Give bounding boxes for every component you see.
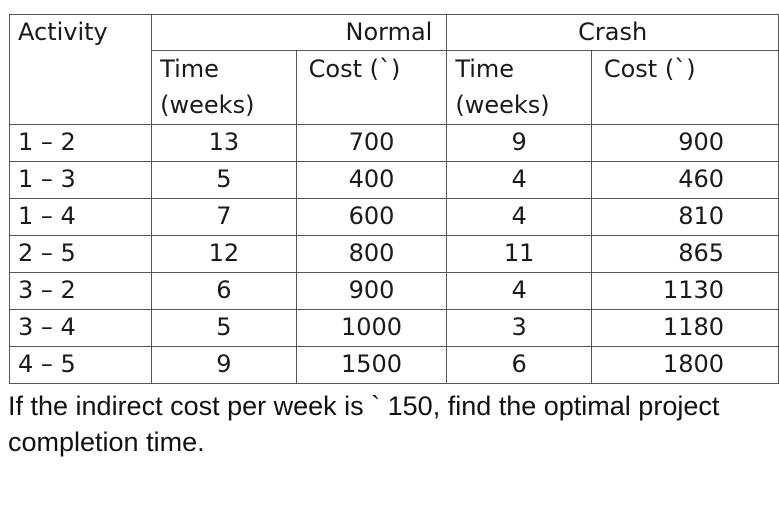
table-row: 3 – 2 6 900 4 1130 <box>8 272 779 310</box>
question-text: If the indirect cost per week is ` 150, … <box>8 391 720 457</box>
header-crash: Crash <box>446 14 779 51</box>
header-crash-cost-text: Cost (`) <box>603 55 696 83</box>
header-normal-time: Time (weeks) <box>151 50 297 125</box>
cell-activity: 2 – 5 <box>8 235 153 273</box>
cell-normal-time: 7 <box>151 198 297 236</box>
header-crash-time: Time (weeks) <box>446 50 592 125</box>
header-normal-time-line1: Time <box>160 55 219 83</box>
cell-crash-cost: 810 <box>590 198 779 236</box>
cell-normal-cost: 400 <box>295 161 448 199</box>
header-normal: Normal <box>151 14 448 51</box>
cell-crash-time: 4 <box>446 198 592 236</box>
cell-activity: 3 – 4 <box>8 309 153 347</box>
cell-crash-time: 11 <box>446 235 592 273</box>
activity-cost-table: Activity Normal Crash Time (weeks) Cost … <box>8 14 779 384</box>
cell-crash-cost: 1180 <box>590 309 779 347</box>
cell-activity: 1 – 2 <box>8 124 153 162</box>
table-row: 3 – 4 5 1000 3 1180 <box>8 309 779 347</box>
header-crash-cost: Cost (`) <box>590 50 779 125</box>
cell-normal-time: 5 <box>151 309 297 347</box>
cell-crash-time: 3 <box>446 309 592 347</box>
table-row: 1 – 3 5 400 4 460 <box>8 161 779 199</box>
table-row: 4 – 5 9 1500 6 1800 <box>8 346 779 384</box>
table-row: 1 – 4 7 600 4 810 <box>8 198 779 236</box>
cell-crash-cost: 1130 <box>590 272 779 310</box>
cell-normal-time: 13 <box>151 124 297 162</box>
cell-normal-cost: 900 <box>295 272 448 310</box>
header-crash-time-line1: Time <box>455 55 515 83</box>
cell-activity: 3 – 2 <box>8 272 153 310</box>
cell-normal-time: 6 <box>151 272 297 310</box>
cell-normal-cost: 800 <box>295 235 448 273</box>
cell-crash-time: 4 <box>446 272 592 310</box>
cell-activity: 4 – 5 <box>8 346 153 384</box>
table-header-row: Activity Normal Crash <box>8 14 779 125</box>
cell-normal-cost: 600 <box>295 198 448 236</box>
cell-activity: 1 – 3 <box>8 161 153 199</box>
table-row: 1 – 2 13 700 9 900 <box>8 124 779 162</box>
header-normal-cost: Cost (`) <box>295 50 448 125</box>
cell-crash-time: 4 <box>446 161 592 199</box>
table-subheader-row: Time (weeks) Cost (`) Time (weeks) Cost … <box>10 50 779 125</box>
cell-crash-time: 6 <box>446 346 592 384</box>
header-normal-time-line2: (weeks) <box>160 91 255 119</box>
cell-normal-time: 5 <box>151 161 297 199</box>
cell-normal-cost: 1000 <box>295 309 448 347</box>
cell-normal-time: 9 <box>151 346 297 384</box>
cell-activity: 1 – 4 <box>8 198 153 236</box>
cell-normal-time: 12 <box>151 235 297 273</box>
cell-crash-cost: 865 <box>590 235 779 273</box>
cell-normal-cost: 700 <box>295 124 448 162</box>
cell-normal-cost: 1500 <box>295 346 448 384</box>
table-row: 2 – 5 12 800 11 865 <box>8 235 779 273</box>
cell-crash-cost: 1800 <box>590 346 779 384</box>
cell-crash-cost: 460 <box>590 161 779 199</box>
cell-crash-cost: 900 <box>590 124 779 162</box>
header-activity: Activity <box>8 14 153 125</box>
header-crash-time-line2: (weeks) <box>455 91 550 119</box>
cell-crash-time: 9 <box>446 124 592 162</box>
header-normal-cost-text: Cost (`) <box>308 55 401 83</box>
